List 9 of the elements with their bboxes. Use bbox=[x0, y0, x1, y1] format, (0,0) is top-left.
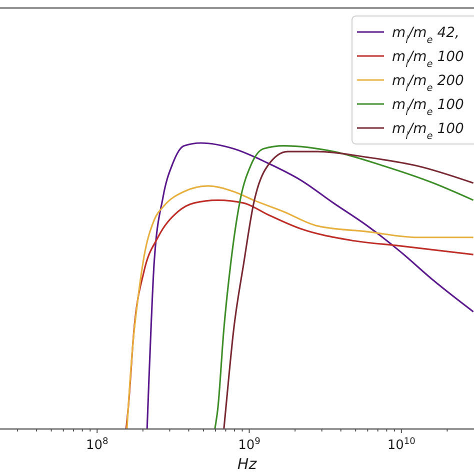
legend-label: m$_{i}$/m$_{e}$ 42, bbox=[392, 25, 460, 46]
x-tick-label: 10$^{10}$ bbox=[387, 437, 416, 453]
x-tick-label: 10$^{8}$ bbox=[86, 437, 108, 453]
legend-label: m$_{i}$/m$_{e}$ 100 bbox=[392, 97, 464, 118]
x-axis-title: Hz bbox=[237, 455, 258, 473]
x-tick-label: 10$^{9}$ bbox=[238, 437, 261, 453]
legend-label: m$_{i}$/m$_{e}$ 100 bbox=[392, 121, 464, 142]
legend-label: m$_{i}$/m$_{e}$ 200 bbox=[392, 73, 464, 94]
legend-label: m$_{i}$/m$_{e}$ 100 bbox=[392, 49, 464, 70]
